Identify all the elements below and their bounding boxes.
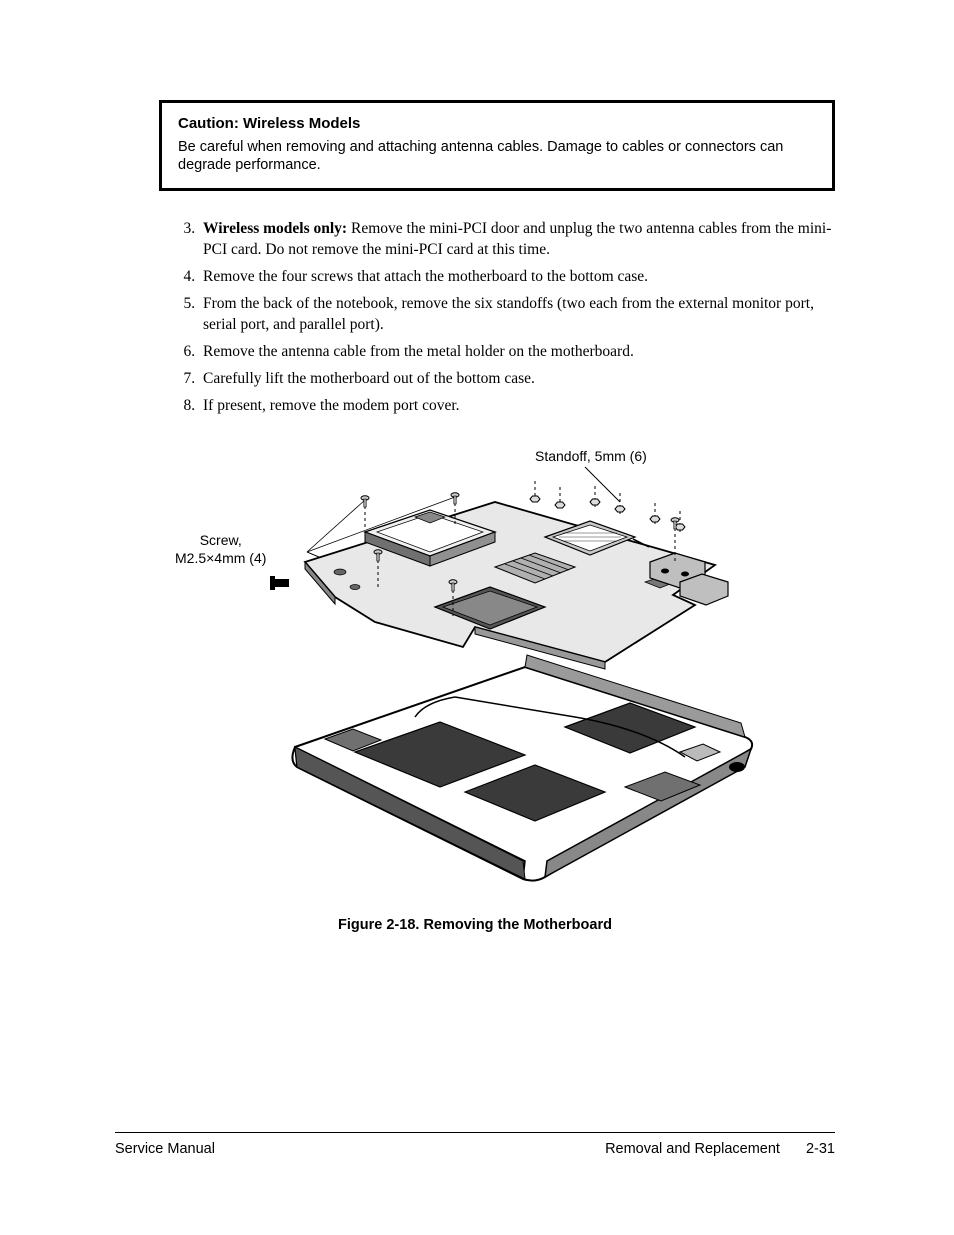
- motherboard-diagram: [175, 447, 775, 897]
- step-text: From the back of the notebook, remove th…: [203, 295, 814, 333]
- instruction-step: Wireless models only: Remove the mini-PC…: [199, 219, 835, 261]
- figure-caption: Figure 2-18. Removing the Motherboard: [115, 917, 835, 933]
- caution-body: Be careful when removing and attaching a…: [178, 138, 816, 174]
- page-footer: Service Manual Removal and Replacement 2…: [115, 1132, 835, 1157]
- instruction-step: Remove the four screws that attach the m…: [199, 267, 835, 288]
- caution-title: Caution: Wireless Models: [178, 115, 816, 132]
- instruction-list: Wireless models only: Remove the mini-PC…: [179, 219, 835, 416]
- step-text: Remove the antenna cable from the metal …: [203, 343, 634, 360]
- step-text: Carefully lift the motherboard out of th…: [203, 370, 535, 387]
- instruction-step: Remove the antenna cable from the metal …: [199, 342, 835, 363]
- instruction-step: From the back of the notebook, remove th…: [199, 294, 835, 336]
- caution-box: Caution: Wireless Models Be careful when…: [159, 100, 835, 191]
- step-lead: Wireless models only:: [203, 220, 347, 237]
- footer-left: Service Manual: [115, 1141, 215, 1157]
- step-text: Remove the four screws that attach the m…: [203, 268, 648, 285]
- footer-section: Removal and Replacement: [605, 1141, 780, 1157]
- figure-container: Standoff, 5mm (6) Screw, M2.5×4mm (4): [115, 447, 835, 907]
- step-text: If present, remove the modem port cover.: [203, 397, 460, 414]
- instruction-step: If present, remove the modem port cover.: [199, 396, 835, 417]
- instruction-step: Carefully lift the motherboard out of th…: [199, 369, 835, 390]
- footer-page-number: 2-31: [806, 1141, 835, 1157]
